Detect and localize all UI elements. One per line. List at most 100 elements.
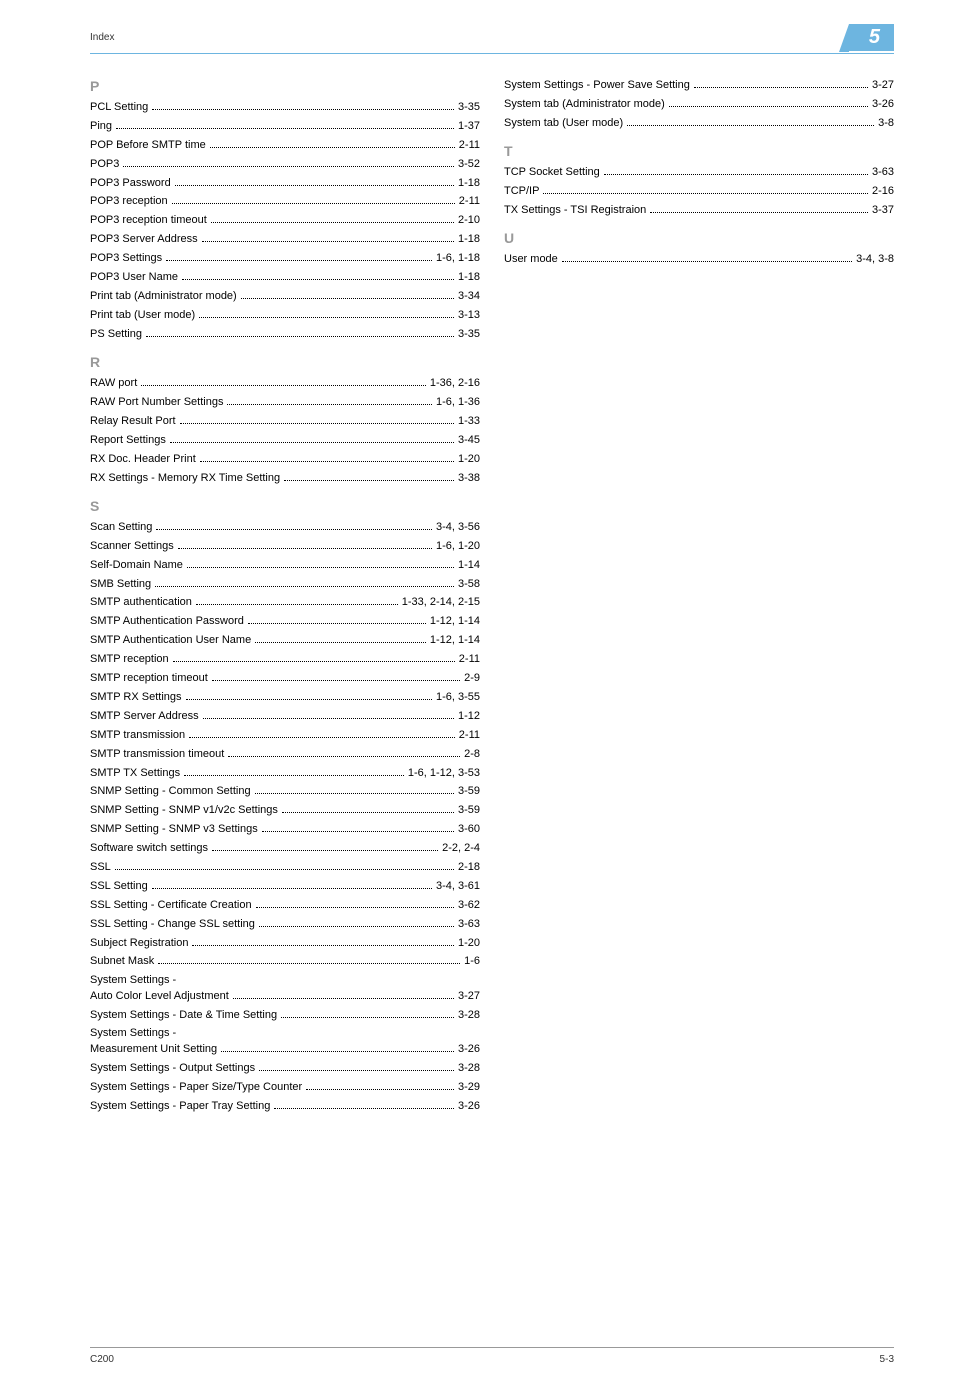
index-entry-label: RX Doc. Header Print [90,452,196,467]
index-entry-label: SMB Setting [90,577,151,592]
leader-dots [175,185,454,186]
index-entry-page: 3-28 [458,1061,480,1076]
section-letter: P [90,78,480,94]
leader-dots [259,926,454,927]
section-letter: U [504,230,894,246]
leader-dots [192,945,454,946]
index-entry-page: 3-35 [458,100,480,115]
index-entry-page: 3-58 [458,577,480,592]
page-footer: C200 5-3 [90,1347,894,1365]
index-entry-page: 2-11 [459,138,480,153]
index-entry-label: Auto Color Level Adjustment [90,989,229,1004]
index-entry-label: System Settings - [90,973,480,988]
footer-right: 5-3 [880,1354,894,1365]
page-header: Index 5 [90,24,894,53]
index-entry: SMTP Authentication User Name1-12, 1-14 [90,633,480,648]
index-entry-label: Print tab (User mode) [90,308,195,323]
index-entry: POP3 Settings1-6, 1-18 [90,251,480,266]
index-entry-page: 3-52 [458,157,480,172]
chapter-number-badge: 5 [849,24,894,51]
index-entry-label: PCL Setting [90,100,148,115]
index-entry-label: SSL Setting [90,879,148,894]
index-entry: System Settings -Measurement Unit Settin… [90,1026,480,1057]
index-entry-page: 1-6, 1-20 [436,539,480,554]
index-entry-label: RAW Port Number Settings [90,395,223,410]
index-entry-label: POP3 Settings [90,251,162,266]
index-entry: SSL Setting3-4, 3-61 [90,879,480,894]
index-entry-page: 3-29 [458,1080,480,1095]
leader-dots [199,317,454,318]
leader-dots [172,203,455,204]
index-entry: SNMP Setting - Common Setting3-59 [90,784,480,799]
leader-dots [233,998,454,999]
index-entry-label: SMTP RX Settings [90,690,182,705]
index-entry-page: 2-11 [459,728,480,743]
index-entry: RAW port1-36, 2-16 [90,376,480,391]
index-entry-label: POP3 [90,157,119,172]
index-entry-label: Subnet Mask [90,954,154,969]
index-entry-label: System Settings - Paper Size/Type Counte… [90,1080,302,1095]
index-entry: SMTP Server Address1-12 [90,709,480,724]
leader-dots [170,442,454,443]
index-entry-page: 3-45 [458,433,480,448]
index-entry-page: 1-14 [458,558,480,573]
index-entry: SMTP RX Settings1-6, 3-55 [90,690,480,705]
index-entry-page: 3-63 [458,917,480,932]
leader-dots [212,680,460,681]
index-entry: System Settings - Paper Size/Type Counte… [90,1080,480,1095]
index-entry-label: User mode [504,252,558,267]
index-entry: System Settings - Date & Time Setting3-2… [90,1008,480,1023]
leader-dots [180,423,454,424]
leader-dots [158,963,460,964]
leader-dots [248,623,426,624]
leader-dots [212,850,438,851]
leader-dots [187,567,454,568]
index-entry-label: SSL Setting - Change SSL setting [90,917,255,932]
index-entry-label: Measurement Unit Setting [90,1042,217,1057]
index-entry-page: 3-38 [458,471,480,486]
index-entry: SSL2-18 [90,860,480,875]
index-entry-label: Subject Registration [90,936,188,951]
index-entry: Relay Result Port1-33 [90,414,480,429]
index-entry-label: Relay Result Port [90,414,176,429]
header-label: Index [90,32,114,43]
leader-dots [255,642,426,643]
index-entry: System Settings - Power Save Setting3-27 [504,78,894,93]
index-entry-label: TCP/IP [504,184,539,199]
index-entry-label: System tab (Administrator mode) [504,97,665,112]
index-entry-label: Ping [90,119,112,134]
index-entry: POP3 Password1-18 [90,176,480,191]
index-entry-label: SNMP Setting - SNMP v3 Settings [90,822,258,837]
index-entry-page: 3-60 [458,822,480,837]
leader-dots [669,106,868,107]
index-entry: SMTP reception timeout2-9 [90,671,480,686]
index-entry: SMB Setting 3-58 [90,577,480,592]
leader-dots [200,461,454,462]
index-entry-page: 1-6, 1-36 [436,395,480,410]
index-entry: System Settings - Output Settings 3-28 [90,1061,480,1076]
leader-dots [562,261,852,262]
index-entry-page: 1-6, 1-12, 3-53 [408,766,480,781]
index-entry: Print tab (Administrator mode)3-34 [90,289,480,304]
index-entry: Scan Setting3-4, 3-56 [90,520,480,535]
index-entry-label: SMTP authentication [90,595,192,610]
index-entry: Software switch settings2-2, 2-4 [90,841,480,856]
index-entry-label: System Settings - Output Settings [90,1061,255,1076]
leader-dots [166,260,432,261]
index-entry-label: System Settings - Paper Tray Setting [90,1099,270,1114]
index-entry-label: Scan Setting [90,520,152,535]
leader-dots [627,125,874,126]
index-entry-page: 3-59 [458,784,480,799]
leader-dots [210,147,455,148]
index-entry: TCP Socket Setting3-63 [504,165,894,180]
leader-dots [184,775,404,776]
index-entry-page: 3-62 [458,898,480,913]
index-entry-page: 3-4, 3-8 [856,252,894,267]
leader-dots [116,128,454,129]
index-entry-label: POP Before SMTP time [90,138,206,153]
leader-dots [262,831,454,832]
index-entry-page: 2-16 [872,184,894,199]
leader-dots [123,166,454,167]
index-entry-page: 1-33, 2-14, 2-15 [402,595,480,610]
leader-dots [186,699,432,700]
